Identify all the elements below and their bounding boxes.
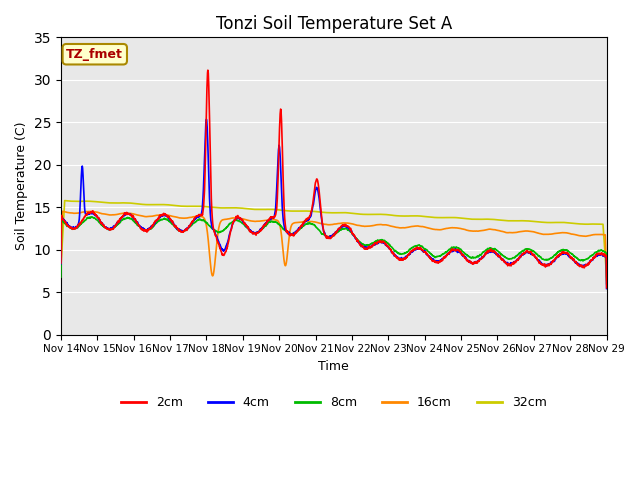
Text: TZ_fmet: TZ_fmet (67, 48, 124, 61)
X-axis label: Time: Time (318, 360, 349, 373)
Title: Tonzi Soil Temperature Set A: Tonzi Soil Temperature Set A (216, 15, 452, 33)
Y-axis label: Soil Temperature (C): Soil Temperature (C) (15, 121, 28, 250)
Legend: 2cm, 4cm, 8cm, 16cm, 32cm: 2cm, 4cm, 8cm, 16cm, 32cm (116, 391, 552, 414)
